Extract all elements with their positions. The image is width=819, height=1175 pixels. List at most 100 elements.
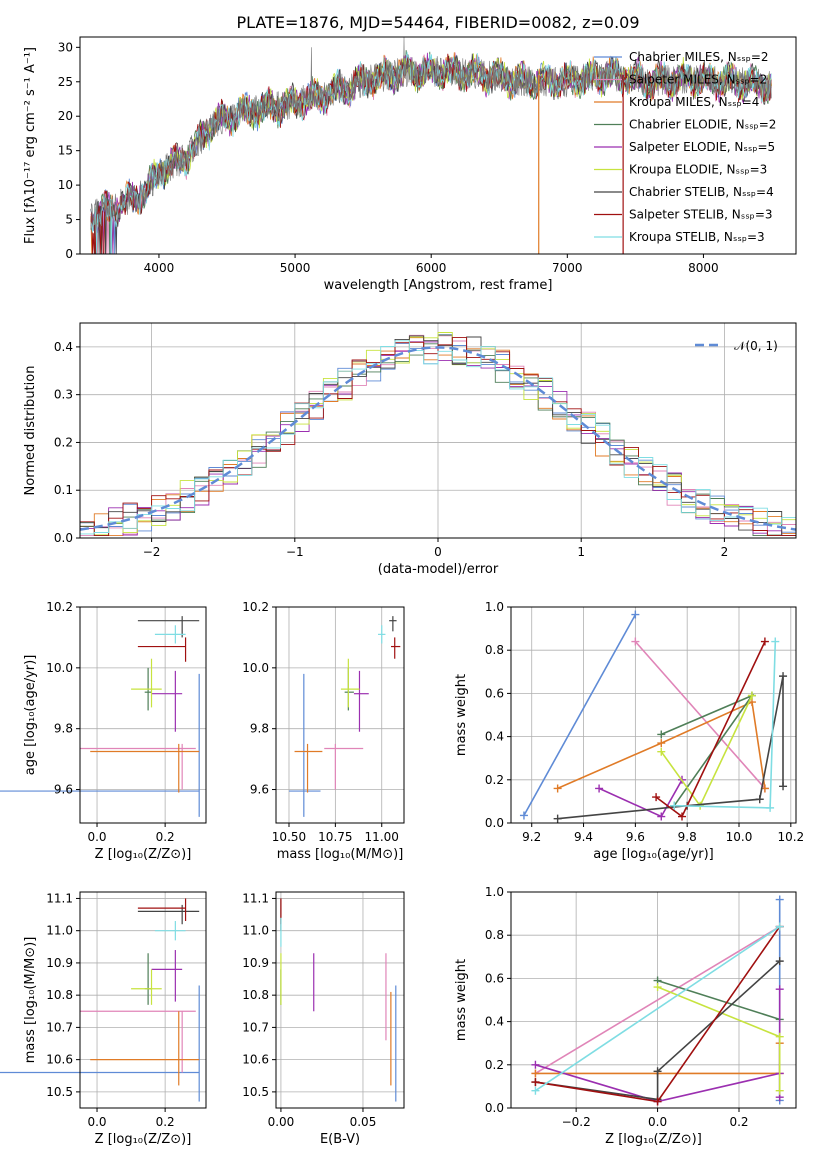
x-tick-label: 10.0 bbox=[726, 830, 753, 844]
gaussian-curve bbox=[79, 346, 797, 531]
x-tick-label: 9.6 bbox=[626, 830, 645, 844]
legend-label-kroupa_miles: Kroupa MILES, Nₛₛₚ=4 bbox=[629, 95, 759, 109]
weight-line-chabrier_elodie bbox=[657, 979, 780, 1021]
y-tick-label: 0.2 bbox=[54, 435, 73, 449]
weight-marker-kroupa_stelib bbox=[670, 801, 679, 810]
y-axis-label: Flux [fλ10⁻¹⁷ erg cm⁻² s⁻¹ A⁻¹] bbox=[23, 47, 38, 244]
y-tick-label: 10.5 bbox=[46, 1085, 73, 1099]
x-axis-label: Z [log₁₀(Z/Z⊙)] bbox=[95, 847, 192, 862]
weight-marker-chabrier_miles bbox=[775, 895, 784, 904]
legend-label-chabrier_miles: Chabrier MILES, Nₛₛₚ=2 bbox=[629, 50, 769, 64]
x-tick-label: −1 bbox=[286, 545, 304, 559]
chart-title: PLATE=1876, MJD=54464, FIBERID=0082, z=0… bbox=[236, 13, 639, 32]
weight-marker-chabrier_elodie bbox=[657, 730, 666, 739]
weight-marker-kroupa_elodie bbox=[775, 1086, 784, 1095]
weight-line-kroupa_elodie bbox=[660, 695, 753, 808]
legend-gauss-label: 𝒩(0, 1) bbox=[734, 339, 778, 353]
y-tick-label: 11.1 bbox=[46, 891, 73, 905]
y-tick-label: 10.7 bbox=[242, 1020, 269, 1034]
x-tick-label: 0.00 bbox=[268, 1115, 295, 1129]
axes-frame bbox=[275, 891, 405, 1109]
legend-label-salpeter_elodie: Salpeter ELODIE, Nₛₛₚ=5 bbox=[629, 140, 775, 154]
x-tick-label: −0.2 bbox=[562, 1115, 591, 1129]
y-tick-label: 0.8 bbox=[485, 643, 504, 657]
weight-marker-kroupa_miles bbox=[657, 739, 666, 748]
weight-marker-salpeter_elodie bbox=[595, 784, 604, 793]
y-tick-label: 0.4 bbox=[485, 730, 504, 744]
y-tick-label: 11.0 bbox=[242, 924, 269, 938]
histogram-chabrier_stelib bbox=[80, 335, 796, 537]
x-tick-label: 0.0 bbox=[648, 1115, 667, 1129]
weight-marker-salpeter_miles bbox=[631, 637, 640, 646]
y-tick-label: 20 bbox=[58, 109, 73, 123]
weight-marker-chabrier_stelib bbox=[653, 1067, 662, 1076]
weight-line-kroupa_stelib bbox=[534, 925, 781, 1092]
weight-marker-chabrier_miles bbox=[631, 610, 640, 619]
histogram-chabrier_elodie bbox=[80, 334, 796, 537]
x-tick-label: 10.75 bbox=[318, 830, 352, 844]
spectrum-lines bbox=[90, 37, 772, 254]
x-tick-label: 9.4 bbox=[574, 830, 593, 844]
y-tick-label: 0.0 bbox=[485, 816, 504, 830]
axes-residuals: 𝒩(0, 1) −2 −1 0 1 2 0.0 0.1 0.2 0.3 0.4 (data-model… bbox=[23, 322, 797, 577]
weight-marker-chabrier_stelib bbox=[779, 672, 788, 681]
axes-frame bbox=[275, 606, 405, 824]
weight-marker-kroupa_miles bbox=[553, 784, 562, 793]
y-tick-label: 10.5 bbox=[242, 1085, 269, 1099]
y-tick-label: 10.0 bbox=[242, 661, 269, 675]
y-tick-label: 30 bbox=[58, 40, 73, 54]
x-tick-label: 2 bbox=[721, 545, 729, 559]
legend: Chabrier MILES, Nₛₛₚ=2 Salpeter MILES, Nₛ… bbox=[594, 50, 776, 244]
legend-label-salpeter_stelib: Salpeter STELIB, Nₛₛₚ=3 bbox=[629, 208, 773, 222]
x-tick-label: 5000 bbox=[280, 261, 311, 275]
y-axis-label: age [log₁₀(age/yr)] bbox=[23, 655, 38, 776]
weight-line-chabrier_elodie bbox=[660, 693, 755, 807]
weight-marker-chabrier_stelib bbox=[779, 782, 788, 791]
y-tick-label: 5 bbox=[65, 213, 73, 227]
y-tick-label: 0.2 bbox=[485, 1058, 504, 1072]
y-tick-label: 10.9 bbox=[242, 956, 269, 970]
x-axis-label: Z [log₁₀(Z/Z⊙)] bbox=[605, 1132, 702, 1147]
y-tick-label: 10.2 bbox=[46, 600, 73, 614]
x-tick-label: 4000 bbox=[144, 261, 175, 275]
weight-marker-kroupa_elodie bbox=[747, 691, 756, 700]
y-tick-label: 10 bbox=[58, 178, 73, 192]
y-tick-label: 9.8 bbox=[250, 722, 269, 736]
observed-spectrum bbox=[90, 37, 772, 230]
x-tick-label: 6000 bbox=[416, 261, 447, 275]
y-tick-label: 9.6 bbox=[250, 783, 269, 797]
weight-marker-kroupa_miles bbox=[531, 1069, 540, 1078]
axes-z_weight: −0.2 0.0 0.2 0.0 0.2 0.4 0.6 0.8 1.0 Z [log₁₀(Z/Z… bbox=[454, 885, 797, 1147]
axes-frame bbox=[510, 891, 797, 1109]
y-tick-label: 0.4 bbox=[54, 340, 73, 354]
x-axis-label: mass [log₁₀(M/M⊙)] bbox=[277, 847, 404, 862]
y-tick-label: 0 bbox=[65, 247, 73, 261]
weight-marker-chabrier_stelib bbox=[553, 814, 562, 823]
y-tick-label: 10.8 bbox=[242, 988, 269, 1002]
x-axis-label: wavelength [Angstrom, rest frame] bbox=[324, 278, 553, 293]
x-tick-label: 8000 bbox=[688, 261, 719, 275]
x-tick-label: 1 bbox=[577, 545, 585, 559]
weight-line-kroupa_miles bbox=[557, 700, 766, 790]
y-tick-label: 9.8 bbox=[54, 722, 73, 736]
legend-label-chabrier_stelib: Chabrier STELIB, Nₛₛₚ=4 bbox=[629, 185, 774, 199]
y-tick-label: 11.0 bbox=[46, 924, 73, 938]
x-tick-label: −2 bbox=[143, 545, 161, 559]
weight-marker-chabrier_miles bbox=[519, 811, 528, 820]
x-tick-label: 0.0 bbox=[87, 1115, 106, 1129]
x-tick-label: 9.2 bbox=[522, 830, 541, 844]
axes-frame bbox=[510, 606, 797, 824]
y-axis-label: mass [log₁₀(M/M⊙)] bbox=[23, 937, 38, 1064]
weight-marker-salpeter_elodie bbox=[531, 1060, 540, 1069]
weight-marker-kroupa_elodie bbox=[653, 983, 662, 992]
weight-marker-chabrier_stelib bbox=[775, 957, 784, 966]
y-tick-label: 0.2 bbox=[485, 773, 504, 787]
x-axis-label: E(B-V) bbox=[320, 1132, 360, 1147]
y-tick-label: 10.6 bbox=[46, 1053, 73, 1067]
x-axis-label: Z [log₁₀(Z/Z⊙)] bbox=[95, 1132, 192, 1147]
y-tick-label: 11.1 bbox=[242, 891, 269, 905]
y-tick-label: 0.6 bbox=[485, 686, 504, 700]
x-tick-label: 0.2 bbox=[156, 830, 175, 844]
